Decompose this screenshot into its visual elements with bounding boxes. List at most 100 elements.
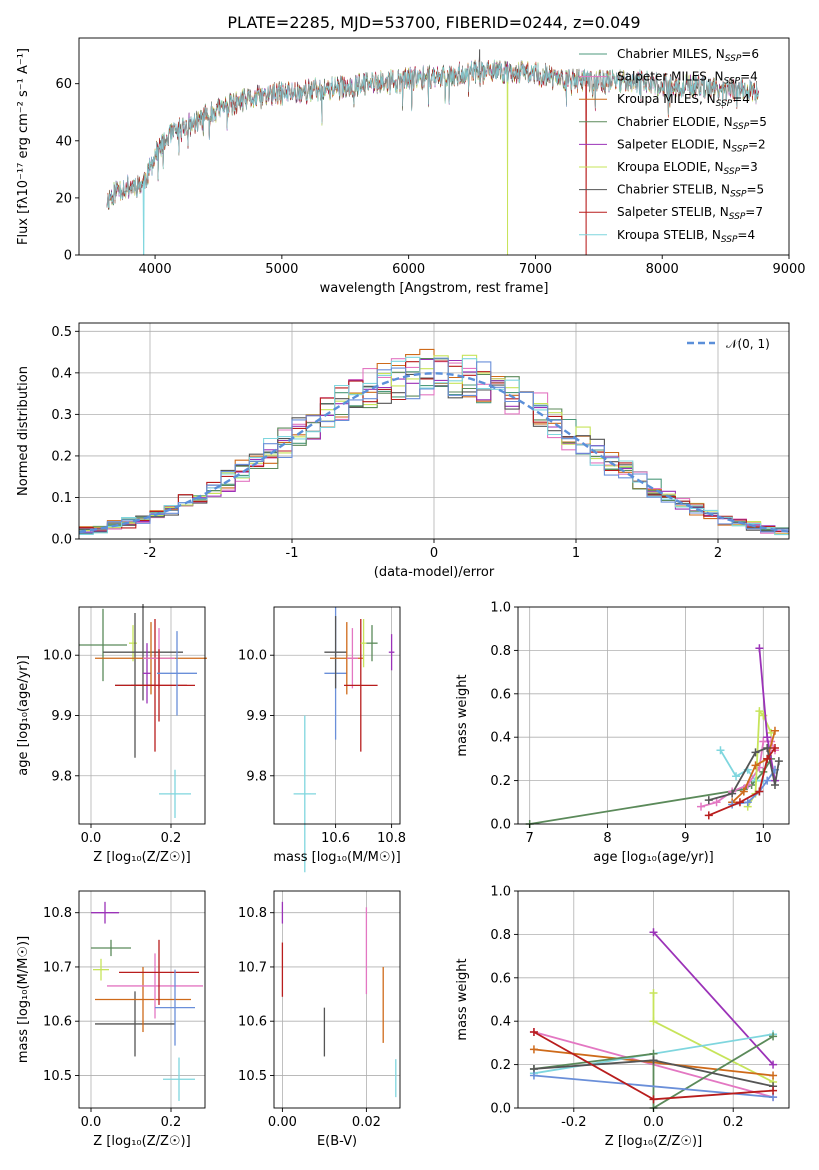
age-vs-mass-panel: 10.6 10.8 9.8 9.9 10.0 mass [log₁₀(M/M☉)]: [238, 606, 406, 873]
mass-weight-marker: [769, 1032, 778, 1041]
axes-frame: [78, 890, 206, 1109]
mass-weight-marker: [763, 754, 772, 763]
legend-label: Salpeter STELIB, NSSP=7: [617, 205, 763, 222]
x-tick-label: 0.0: [81, 831, 102, 846]
x-tick-label: 0.0: [81, 1115, 102, 1130]
y-axis-label: Normed distribution: [16, 366, 31, 496]
mass-weight-marker: [751, 748, 760, 757]
x-tick-label: 4000: [139, 262, 172, 277]
x-tick-label: 6000: [392, 262, 425, 277]
axes-frame: [517, 606, 790, 825]
mass-weight-marker: [755, 707, 764, 716]
legend-label: Kroupa ELODIE, NSSP=3: [617, 160, 758, 177]
y-tick-label: 0.8: [490, 644, 511, 659]
x-tick-label: 0.0: [643, 1115, 664, 1130]
x-axis-label: mass [log₁₀(M/M☉)]: [273, 850, 400, 865]
y-axis-label: mass [log₁₀(M/M☉)]: [16, 936, 31, 1063]
y-tick-label: 10.0: [238, 649, 267, 664]
y-tick-label: 0.3: [51, 408, 72, 423]
y-tick-label: 10.5: [238, 1069, 267, 1084]
mass-weight-marker: [770, 780, 779, 789]
x-tick-label: 8: [603, 831, 611, 846]
y-tick-label: 40: [55, 134, 72, 149]
x-tick-label: 0.2: [161, 1115, 182, 1130]
x-tick-label: 0.2: [723, 1115, 744, 1130]
mass-weight-marker: [649, 1095, 658, 1104]
y-tick-label: 0.2: [490, 1058, 511, 1073]
y-tick-label: 10.8: [43, 906, 72, 921]
residuals-panel: -2 -1 0 1 2 0.0 0.1 0.2 0.3 0.4 0.5 (data-model)/er…: [16, 322, 790, 580]
spectrum-line: [106, 59, 759, 256]
mass-vs-reddening-panel: 0.00 0.02 10.5 10.6 10.7 10.8 E(B-V): [238, 890, 401, 1149]
mass-weight-marker: [759, 737, 768, 746]
legend-label: 𝒩(0, 1): [726, 337, 770, 351]
y-tick-label: 10.0: [43, 649, 72, 664]
mass-weight-marker: [649, 988, 658, 997]
mass-weight-marker: [770, 744, 779, 753]
y-axis-label: mass weight: [455, 674, 470, 756]
y-tick-label: 60: [55, 77, 72, 92]
mass-weight-marker: [697, 802, 706, 811]
x-tick-label: 0.00: [268, 1115, 297, 1130]
x-axis-label: E(B-V): [317, 1134, 357, 1149]
y-tick-label: 0.2: [51, 449, 72, 464]
x-tick-label: -2: [144, 546, 157, 561]
mass-weight-marker: [770, 726, 779, 735]
x-tick-label: 1: [572, 546, 580, 561]
x-tick-label: 2: [714, 546, 722, 561]
y-tick-label: 0.0: [490, 818, 511, 833]
y-tick-label: 0.4: [490, 731, 511, 746]
y-tick-label: 0.0: [490, 1102, 511, 1117]
x-tick-label: 5000: [265, 262, 298, 277]
mass-weight-marker: [763, 744, 772, 753]
mass-weight-marker: [751, 761, 760, 770]
mass-weight-line: [533, 1035, 774, 1110]
y-tick-label: 0: [64, 249, 72, 264]
mass-weight-vs-age-panel: 7 8 9 10 0.0 0.2 0.4 0.6 0.8 1.0 age [log₁₀(age/yr…: [455, 601, 790, 865]
y-tick-label: 20: [55, 191, 72, 206]
y-tick-label: 10.7: [238, 960, 267, 975]
axes-frame: [273, 890, 401, 1109]
y-tick-label: 0.6: [490, 687, 511, 702]
x-tick-label: 10: [755, 831, 772, 846]
axes-frame: [78, 37, 790, 256]
mass-weight-line: [652, 931, 774, 1066]
y-tick-label: 0.4: [490, 1015, 511, 1030]
y-tick-label: 0.0: [51, 533, 72, 548]
y-axis-label: age [log₁₀(age/yr)]: [16, 655, 31, 776]
y-tick-label: 10.6: [238, 1015, 267, 1030]
mass-weight-marker: [649, 1017, 658, 1026]
y-tick-label: 1.0: [490, 885, 511, 900]
spectrum-panel: 4000 5000 6000 7000 8000 9000 0 20 40 60 wavelengt…: [16, 37, 806, 296]
legend-label: Kroupa STELIB, NSSP=4: [617, 228, 755, 245]
y-tick-label: 10.8: [238, 906, 267, 921]
legend-label: Kroupa MILES, NSSP=4: [617, 92, 750, 109]
x-axis-label: wavelength [Angstrom, rest frame]: [320, 281, 549, 296]
figure-title: PLATE=2285, MJD=53700, FIBERID=0244, z=0…: [227, 13, 640, 32]
y-tick-label: 10.6: [43, 1015, 72, 1030]
mass-weight-marker: [743, 798, 752, 807]
mass-weight-marker: [529, 1071, 538, 1080]
mass-vs-metallicity-panel: 0.0 0.2 10.5 10.6 10.7 10.8 Z [log₁₀(Z/Z☉)] mas…: [16, 890, 206, 1149]
y-tick-label: 0.8: [490, 928, 511, 943]
mass-weight-marker: [739, 787, 748, 796]
mass-weight-marker: [649, 928, 658, 937]
mass-weight-marker: [712, 798, 721, 807]
mass-weight-marker: [704, 811, 713, 820]
mass-weight-marker: [774, 757, 783, 766]
mass-weight-marker: [732, 772, 741, 781]
legend-label: Salpeter ELODIE, NSSP=2: [617, 137, 766, 154]
x-axis-label: Z [log₁₀(Z/Z☉)]: [93, 850, 190, 865]
mass-weight-vs-metallicity-panel: -0.2 0.0 0.2 0.0 0.2 0.4 0.6 0.8 1.0 Z [log₁₀(Z/Z…: [455, 885, 790, 1149]
x-axis-label: Z [log₁₀(Z/Z☉)]: [605, 1134, 702, 1149]
legend-label: Salpeter MILES, NSSP=4: [617, 70, 758, 87]
y-tick-label: 0.5: [51, 325, 72, 340]
y-tick-label: 10.5: [43, 1069, 72, 1084]
mass-weight-marker: [529, 1028, 538, 1037]
mass-weight-marker: [704, 796, 713, 805]
x-tick-label: 8000: [646, 262, 679, 277]
y-axis-label: Flux [fλ10⁻¹⁷ erg cm⁻² s⁻¹ A⁻¹]: [16, 48, 31, 245]
y-tick-label: 10.7: [43, 960, 72, 975]
mass-weight-marker: [728, 789, 737, 798]
y-tick-label: 9.8: [246, 769, 267, 784]
